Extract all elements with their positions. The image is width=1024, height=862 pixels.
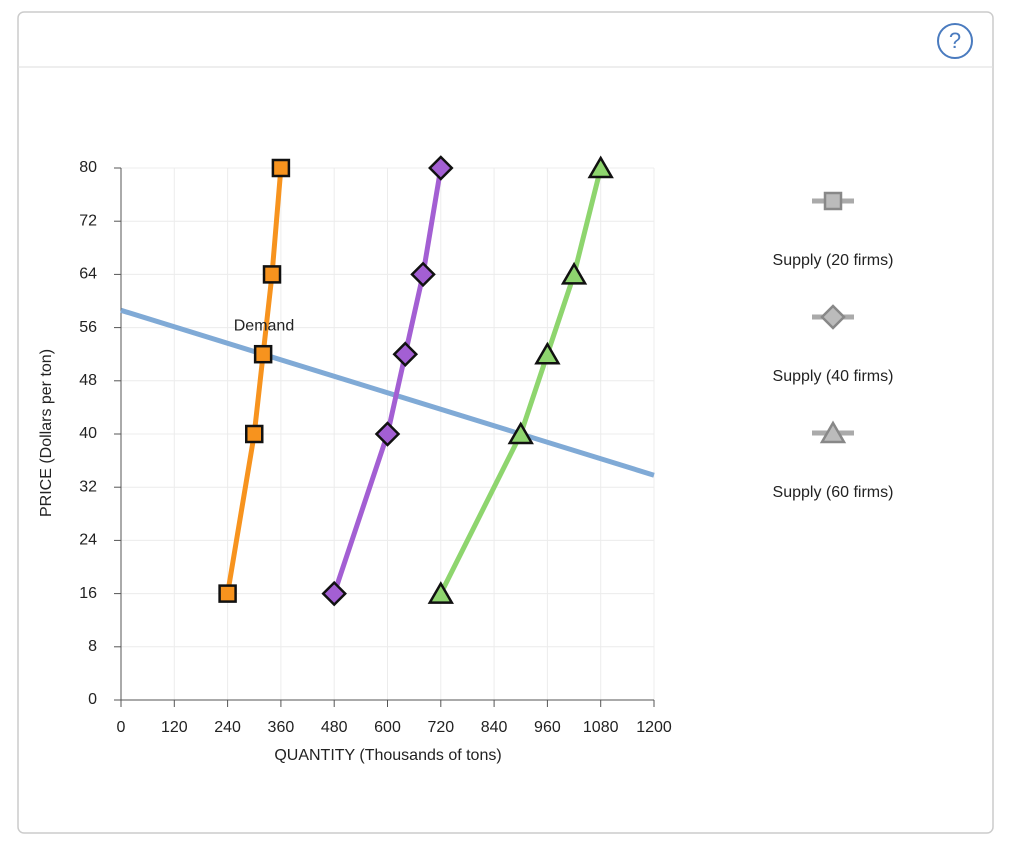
- x-tick-label: 600: [374, 719, 401, 736]
- data-point: [410, 261, 436, 288]
- y-tick-label: 24: [79, 532, 97, 549]
- y-tick-label: 32: [79, 478, 97, 495]
- panel: [17, 11, 994, 834]
- help-icon[interactable]: ?: [949, 28, 961, 53]
- series-line: [120, 307, 655, 478]
- line-label: Demand: [234, 318, 294, 335]
- data-point: [218, 584, 237, 603]
- legend-label: Supply (40 firms): [773, 368, 894, 385]
- x-tick-label: 240: [214, 719, 241, 736]
- data-point: [271, 158, 291, 178]
- x-tick-label: 480: [321, 719, 348, 736]
- legend-marker: [823, 191, 843, 211]
- x-tick-label: 360: [268, 719, 295, 736]
- data-point: [253, 344, 273, 364]
- y-tick-label: 64: [79, 266, 97, 283]
- y-tick-label: 80: [79, 159, 97, 176]
- x-tick-label: 120: [161, 719, 188, 736]
- x-axis-label: QUANTITY (Thousands of tons): [274, 747, 501, 764]
- y-tick-label: 16: [79, 585, 97, 602]
- data-point: [587, 155, 614, 179]
- help-button[interactable]: ?: [937, 23, 973, 59]
- legend-label: Supply (20 firms): [773, 252, 894, 269]
- y-tick-label: 56: [79, 319, 97, 336]
- x-tick-label: 960: [534, 719, 561, 736]
- data-point: [427, 581, 454, 604]
- data-point: [374, 421, 401, 447]
- x-tick-label: 720: [427, 719, 454, 736]
- x-tick-label: 1080: [583, 719, 619, 736]
- data-point: [428, 155, 454, 181]
- data-point: [507, 421, 534, 445]
- y-tick-label: 40: [79, 425, 97, 442]
- y-tick-label: 0: [88, 691, 97, 708]
- data-point: [560, 261, 588, 285]
- legend-marker: [819, 420, 847, 444]
- legend-label: Supply (60 firms): [773, 484, 894, 501]
- data-point: [534, 341, 561, 365]
- y-axis-label: PRICE (Dollars per ton): [38, 349, 55, 517]
- y-tick-label: 48: [79, 372, 97, 389]
- x-tick-label: 0: [117, 719, 126, 736]
- y-tick-label: 8: [88, 638, 97, 655]
- data-point: [321, 580, 347, 607]
- help-circle[interactable]: [937, 23, 973, 59]
- data-point: [392, 341, 419, 367]
- x-tick-label: 1200: [636, 719, 672, 736]
- data-point: [262, 265, 282, 284]
- legend-marker: [820, 304, 846, 330]
- x-tick-label: 840: [481, 719, 508, 736]
- data-point: [245, 424, 264, 444]
- y-tick-label: 72: [79, 212, 97, 229]
